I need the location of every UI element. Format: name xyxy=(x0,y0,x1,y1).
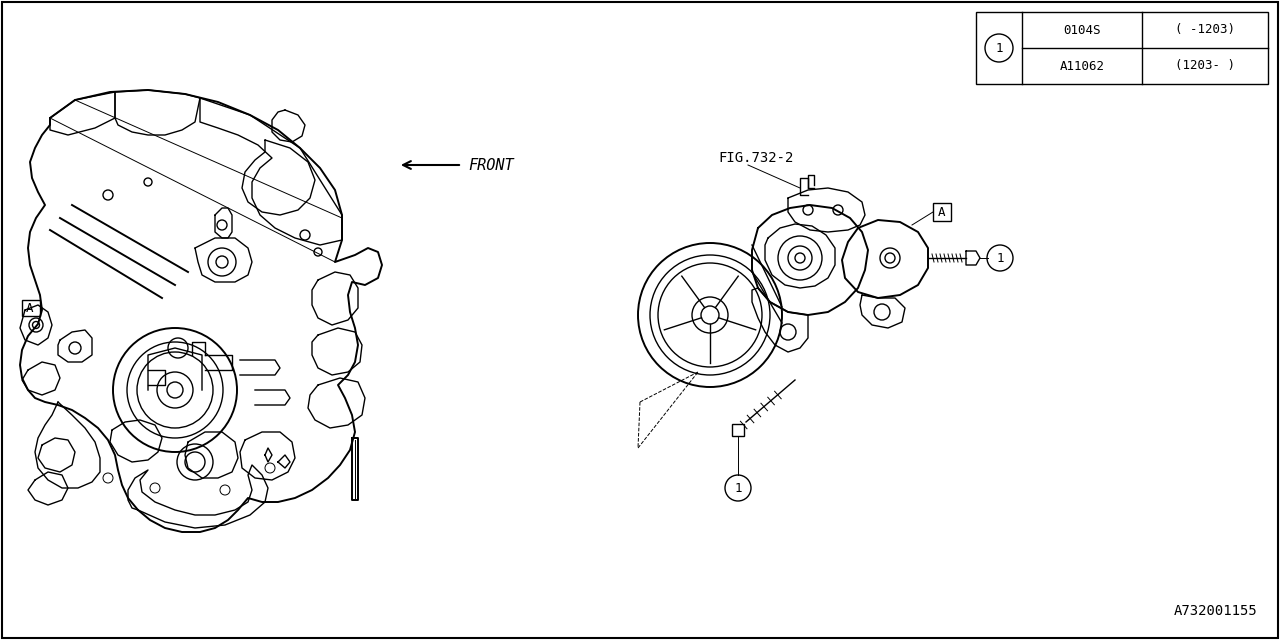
Text: FRONT: FRONT xyxy=(468,157,513,173)
Text: A: A xyxy=(938,205,946,218)
Text: 1: 1 xyxy=(735,481,741,495)
Text: A: A xyxy=(27,301,33,314)
Text: 0104S: 0104S xyxy=(1064,24,1101,36)
Text: 1: 1 xyxy=(996,42,1002,54)
Text: 1: 1 xyxy=(996,252,1004,264)
Text: (1203- ): (1203- ) xyxy=(1175,60,1235,72)
Bar xyxy=(933,203,951,221)
Text: ( -1203): ( -1203) xyxy=(1175,24,1235,36)
Text: A11062: A11062 xyxy=(1060,60,1105,72)
Text: A732001155: A732001155 xyxy=(1174,604,1258,618)
Bar xyxy=(977,12,1268,84)
Text: FIG.732-2: FIG.732-2 xyxy=(718,151,794,165)
Bar xyxy=(22,300,40,316)
Bar xyxy=(732,424,744,436)
